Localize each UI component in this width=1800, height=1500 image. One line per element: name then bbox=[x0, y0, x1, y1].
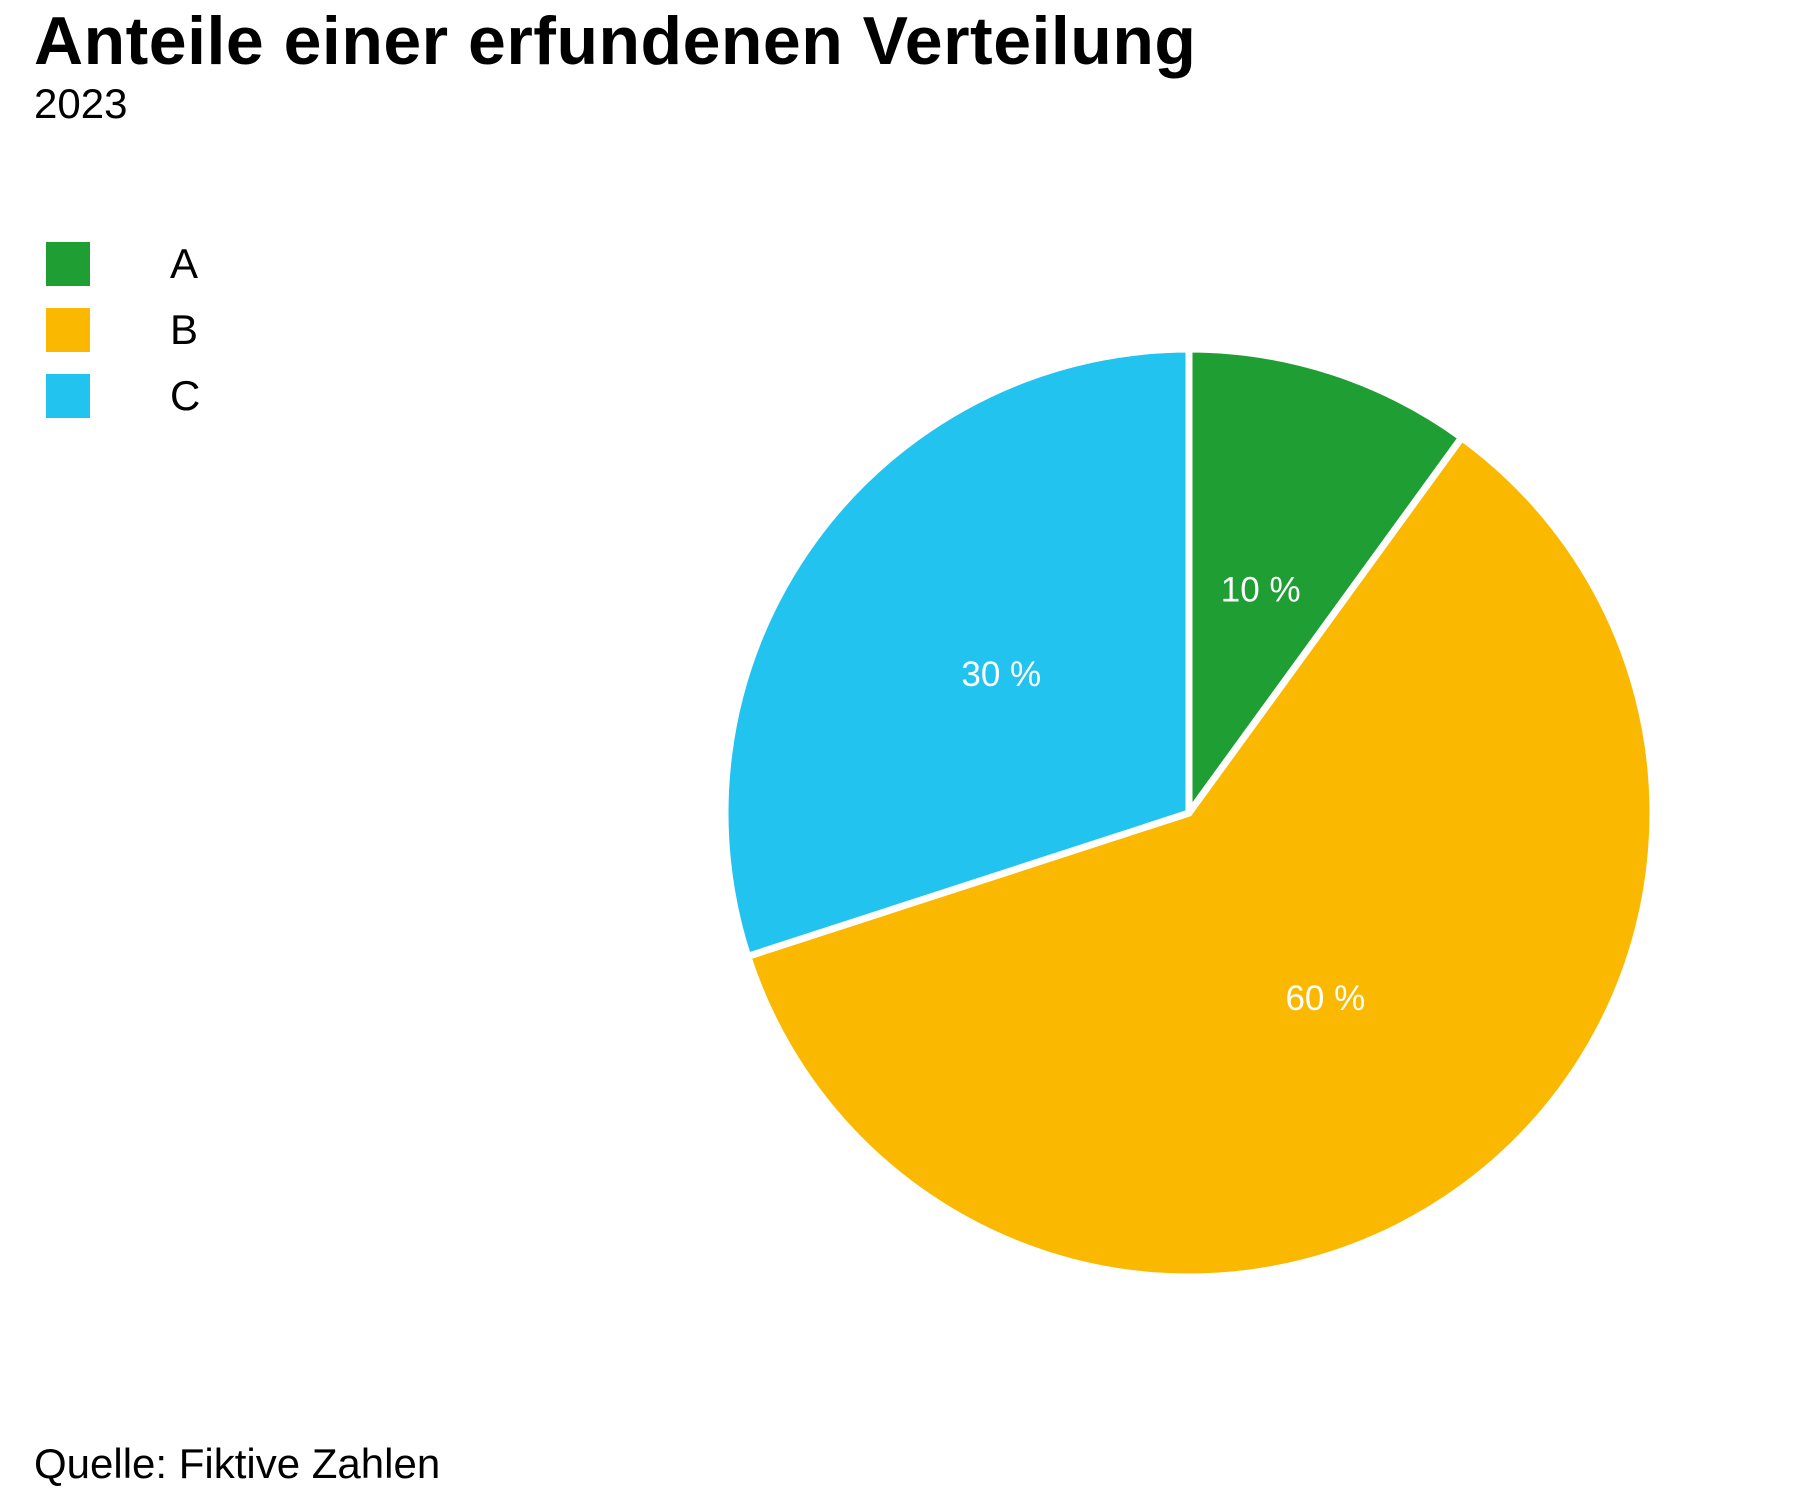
legend-item-b: B bbox=[46, 297, 200, 363]
pie-slice-b bbox=[744, 434, 1657, 1281]
data-label-b: 60 % bbox=[1285, 979, 1365, 1018]
legend-label-a: A bbox=[170, 240, 199, 287]
pie-slice-c bbox=[721, 345, 1193, 960]
legend-label-c: C bbox=[170, 372, 201, 419]
legend: A B C bbox=[46, 231, 200, 429]
legend-swatch-b bbox=[46, 308, 90, 352]
data-label-c: 30 % bbox=[961, 655, 1041, 694]
legend-item-a: A bbox=[46, 231, 200, 297]
chart-title: Anteile einer erfundenen Verteilung bbox=[34, 3, 1197, 79]
source-note: Quelle: Fiktive Zahlen bbox=[34, 1440, 441, 1487]
pie-slice-a bbox=[1185, 345, 1466, 817]
legend-item-c: C bbox=[46, 363, 200, 429]
data-label-a: 10 % bbox=[1221, 571, 1301, 610]
legend-swatch-c bbox=[46, 374, 90, 418]
chart-subtitle: 2023 bbox=[34, 80, 128, 127]
legend-label-b: B bbox=[170, 306, 199, 353]
legend-swatch-a bbox=[46, 242, 90, 286]
